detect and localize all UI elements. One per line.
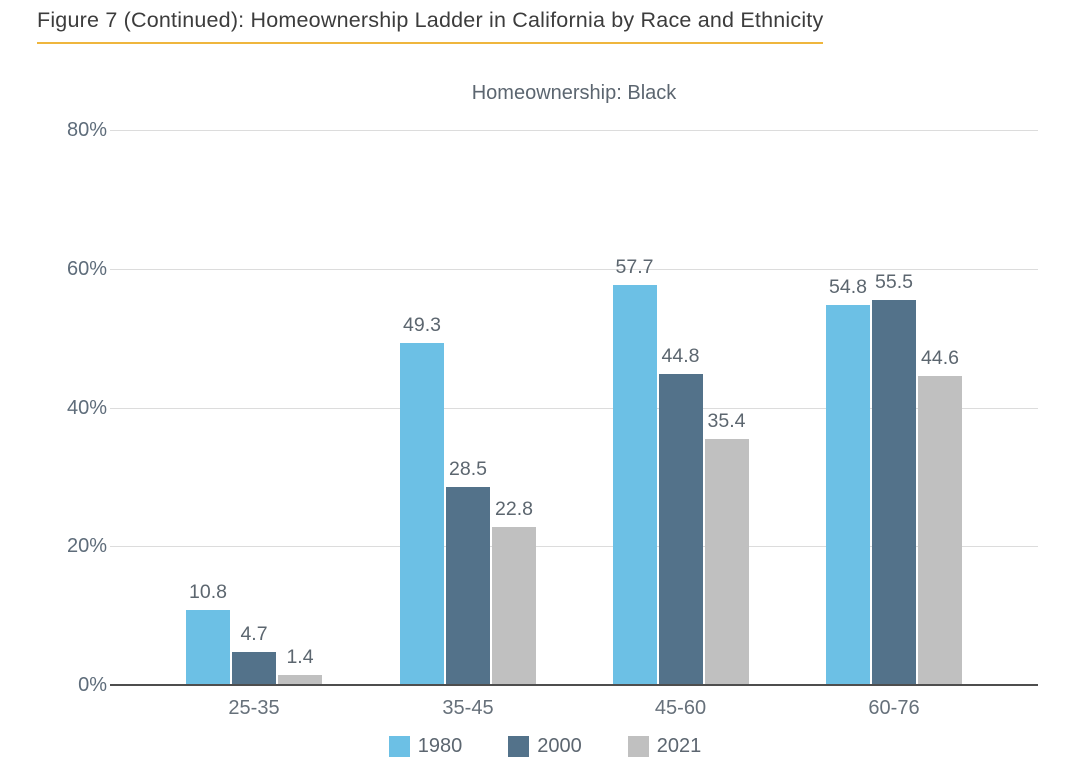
legend-swatch-icon	[388, 735, 410, 757]
value-label-2021-45-60: 35.4	[707, 410, 746, 433]
bar-1980-25-35	[186, 610, 230, 685]
value-label-1980-60-76: 54.8	[829, 275, 867, 298]
gridline-60%	[110, 268, 1038, 270]
y-axis-tick-label: 0%	[78, 674, 107, 696]
y-axis-tick-label: 40%	[66, 396, 107, 419]
bar-chart-plot-area	[110, 130, 1038, 686]
legend-swatch-icon	[627, 735, 649, 757]
value-label-2000-35-45: 28.5	[449, 458, 487, 481]
x-axis-line	[110, 684, 1038, 686]
y-axis-tick-label: 20%	[66, 535, 107, 558]
legend-item-2000: 2000	[508, 735, 582, 757]
bar-2000-25-35	[232, 652, 276, 685]
y-axis-tick-label: 80%	[66, 119, 107, 141]
bar-1980-60-76	[826, 304, 870, 685]
value-label-2021-35-45: 22.8	[495, 497, 533, 520]
x-axis-tick-label-45-60: 45-60	[654, 697, 707, 719]
y-axis-tick-label: 60%	[66, 257, 107, 280]
value-label-1980-35-45: 49.3	[403, 313, 441, 336]
legend-label: 2000	[537, 735, 582, 757]
value-label-2021-25-35: 1.4	[286, 646, 314, 669]
x-axis-tick-label-25-35: 25-35	[228, 697, 280, 719]
value-label-2000-60-76: 55.5	[875, 270, 913, 293]
gridline-20%	[110, 546, 1038, 548]
legend-label: 1980	[417, 735, 463, 757]
legend-label: 2021	[656, 735, 702, 757]
x-axis-tick-label-60-76: 60-76	[868, 697, 920, 719]
bar-2000-60-76	[872, 299, 916, 685]
value-label-1980-25-35: 10.8	[189, 581, 227, 604]
value-label-1980-45-60: 57.7	[615, 255, 654, 278]
bar-2000-35-45	[446, 487, 490, 685]
x-axis-tick-label-35-45: 35-45	[442, 697, 494, 719]
gridline-80%	[110, 130, 1038, 131]
legend-item-2021: 2021	[627, 735, 702, 757]
chart-subtitle: Homeownership: Black	[471, 82, 677, 104]
legend-swatch-icon	[508, 735, 530, 757]
gridline-40%	[110, 407, 1038, 409]
bar-2021-35-45	[492, 526, 536, 685]
bar-2021-45-60	[704, 439, 749, 685]
bar-2021-25-35	[278, 675, 322, 685]
bar-2000-45-60	[658, 374, 703, 685]
bar-1980-35-45	[400, 342, 444, 685]
bar-2021-60-76	[918, 375, 962, 685]
bar-1980-45-60	[612, 284, 657, 685]
value-label-2000-25-35: 4.7	[240, 623, 268, 646]
value-label-2000-45-60: 44.8	[661, 345, 700, 368]
legend-item-1980: 1980	[388, 735, 463, 757]
figure-title: Figure 7 (Continued): Homeownership Ladd…	[37, 8, 824, 44]
value-label-2021-60-76: 44.6	[921, 346, 959, 369]
chart-legend: 1980 2000 2021	[0, 735, 1090, 757]
